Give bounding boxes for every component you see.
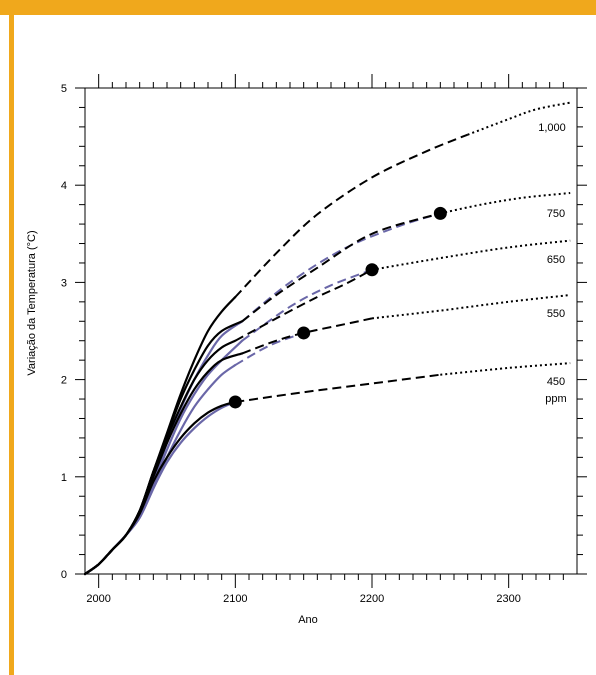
series-black-750-dotted bbox=[440, 192, 571, 215]
stabilization-point-marker bbox=[433, 206, 447, 220]
series-black-450-dashed bbox=[235, 373, 441, 403]
line-label-750: 750 bbox=[547, 208, 565, 220]
series-blue-450-solid bbox=[83, 400, 237, 576]
y-tick-label: 1 bbox=[61, 472, 67, 484]
y-tick-label: 4 bbox=[61, 180, 67, 192]
series-black-450-solid bbox=[83, 400, 237, 576]
stabilization-point-marker bbox=[297, 326, 311, 340]
series-black-550-dotted bbox=[371, 294, 571, 320]
stabilization-point-marker bbox=[228, 395, 242, 409]
line-label-650: 650 bbox=[547, 254, 565, 266]
series-blue-750-dashed bbox=[241, 212, 441, 323]
series-blue-650-dashed bbox=[241, 268, 373, 342]
frame-left-bar bbox=[9, 15, 14, 675]
line-label-ppm: ppm bbox=[545, 393, 566, 405]
y-tick-label: 0 bbox=[61, 569, 67, 581]
curves-layer bbox=[83, 101, 571, 576]
x-tick-label: 2000 bbox=[86, 593, 110, 605]
series-black-750-dashed bbox=[241, 212, 441, 323]
series-black-450-dotted bbox=[440, 362, 571, 376]
line-label-450: 450 bbox=[547, 376, 565, 388]
series-black-650-dashed bbox=[234, 268, 373, 342]
x-tick-label: 2100 bbox=[223, 593, 247, 605]
labels-layer: Ano Variação da Temperatura (°C) 1,000 7… bbox=[26, 122, 567, 626]
x-tick-label: 2300 bbox=[496, 593, 520, 605]
line-label-1000: 1,000 bbox=[538, 122, 566, 134]
series-black-1000-dotted bbox=[467, 101, 571, 136]
x-axis-label: Ano bbox=[298, 614, 318, 626]
series-blue-650-solid bbox=[83, 339, 244, 576]
axes-layer: 2000 2100 2200 2300 0 1 2 3 4 5 bbox=[61, 74, 587, 605]
stabilization-point-marker bbox=[365, 263, 379, 277]
series-blue-550-dashed bbox=[234, 331, 305, 366]
y-tick-label: 3 bbox=[61, 277, 67, 289]
series-black-1000-dashed bbox=[234, 133, 469, 298]
series-black-650-dotted bbox=[371, 239, 571, 271]
x-tick-label: 2200 bbox=[360, 593, 384, 605]
frame-top-bar bbox=[0, 0, 596, 15]
y-tick-label: 2 bbox=[61, 375, 67, 387]
y-tick-label: 5 bbox=[61, 83, 67, 95]
line-label-550: 550 bbox=[547, 308, 565, 320]
markers-layer bbox=[228, 206, 447, 409]
y-axis-label: Variação da Temperatura (°C) bbox=[26, 230, 38, 375]
